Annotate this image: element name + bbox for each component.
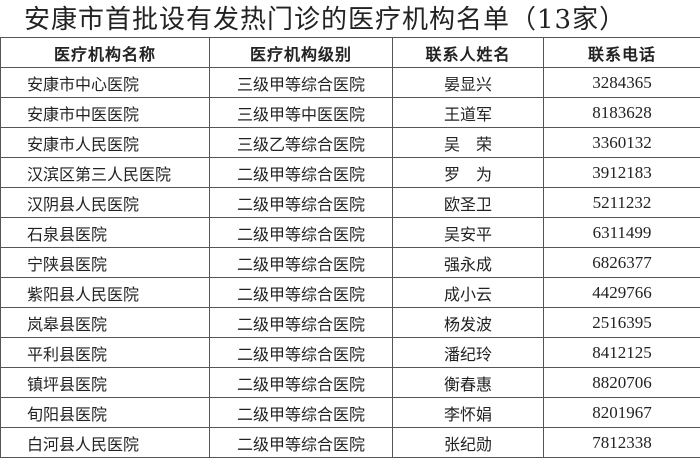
- hospital-name-cell: 汉滨区第三人民医院: [1, 158, 210, 188]
- contact-cell: 潘纪玲: [393, 338, 544, 368]
- phone-cell: 7812338: [544, 428, 700, 458]
- phone-cell: 6311499: [544, 218, 700, 248]
- contact-cell: 成小云: [393, 278, 544, 308]
- phone-cell: 2516395: [544, 308, 700, 338]
- hospital-name-cell: 安康市人民医院: [1, 128, 210, 158]
- contact-cell: 李怀娟: [393, 398, 544, 428]
- phone-cell: 3284365: [544, 68, 700, 98]
- contact-cell: 晏显兴: [393, 68, 544, 98]
- phone-cell: 4429766: [544, 278, 700, 308]
- contact-cell: 欧圣卫: [393, 188, 544, 218]
- contact-cell: 衡春惠: [393, 368, 544, 398]
- hospital-name-cell: 岚皋县医院: [1, 308, 210, 338]
- hospital-table: 医疗机构名称 医疗机构级别 联系人姓名 联系电话 安康市中心医院三级甲等综合医院…: [0, 37, 700, 458]
- hospital-name-cell: 安康市中医医院: [1, 98, 210, 128]
- level-cell: 二级甲等综合医院: [210, 218, 393, 248]
- header-level: 医疗机构级别: [210, 38, 393, 68]
- hospital-name-cell: 安康市中心医院: [1, 68, 210, 98]
- hospital-name-cell: 镇坪县医院: [1, 368, 210, 398]
- hospital-name-cell: 石泉县医院: [1, 218, 210, 248]
- phone-cell: 3360132: [544, 128, 700, 158]
- hospital-name-cell: 白河县人民医院: [1, 428, 210, 458]
- level-cell: 三级乙等综合医院: [210, 128, 393, 158]
- header-phone: 联系电话: [544, 38, 700, 68]
- phone-cell: 8412125: [544, 338, 700, 368]
- phone-cell: 8820706: [544, 368, 700, 398]
- level-cell: 二级甲等综合医院: [210, 158, 393, 188]
- contact-cell: 杨发波: [393, 308, 544, 338]
- hospital-name-cell: 平利县医院: [1, 338, 210, 368]
- document-title: 安康市首批设有发热门诊的医疗机构名单（13家）: [0, 0, 700, 37]
- level-cell: 二级甲等综合医院: [210, 398, 393, 428]
- level-cell: 二级甲等综合医院: [210, 188, 393, 218]
- header-row: 医疗机构名称 医疗机构级别 联系人姓名 联系电话: [1, 38, 700, 68]
- hospital-name-cell: 紫阳县人民医院: [1, 278, 210, 308]
- header-name: 医疗机构名称: [1, 38, 210, 68]
- contact-cell: 吴安平: [393, 218, 544, 248]
- phone-cell: 8201967: [544, 398, 700, 428]
- header-contact: 联系人姓名: [393, 38, 544, 68]
- phone-cell: 6826377: [544, 248, 700, 278]
- level-cell: 三级甲等中医医院: [210, 98, 393, 128]
- contact-cell: 强永成: [393, 248, 544, 278]
- phone-cell: 8183628: [544, 98, 700, 128]
- level-cell: 二级甲等综合医院: [210, 278, 393, 308]
- hospital-name-cell: 汉阴县人民医院: [1, 188, 210, 218]
- hospital-name-cell: 宁陕县医院: [1, 248, 210, 278]
- level-cell: 二级甲等综合医院: [210, 248, 393, 278]
- level-cell: 二级甲等综合医院: [210, 308, 393, 338]
- level-cell: 三级甲等综合医院: [210, 68, 393, 98]
- level-cell: 二级甲等综合医院: [210, 428, 393, 458]
- level-cell: 二级甲等综合医院: [210, 368, 393, 398]
- contact-cell: 张纪勋: [393, 428, 544, 458]
- hospital-name-cell: 旬阳县医院: [1, 398, 210, 428]
- contact-cell: 王道军: [393, 98, 544, 128]
- contact-cell: 吴 荣: [393, 128, 544, 158]
- phone-cell: 3912183: [544, 158, 700, 188]
- contact-cell: 罗 为: [393, 158, 544, 188]
- level-cell: 二级甲等综合医院: [210, 338, 393, 368]
- phone-cell: 5211232: [544, 188, 700, 218]
